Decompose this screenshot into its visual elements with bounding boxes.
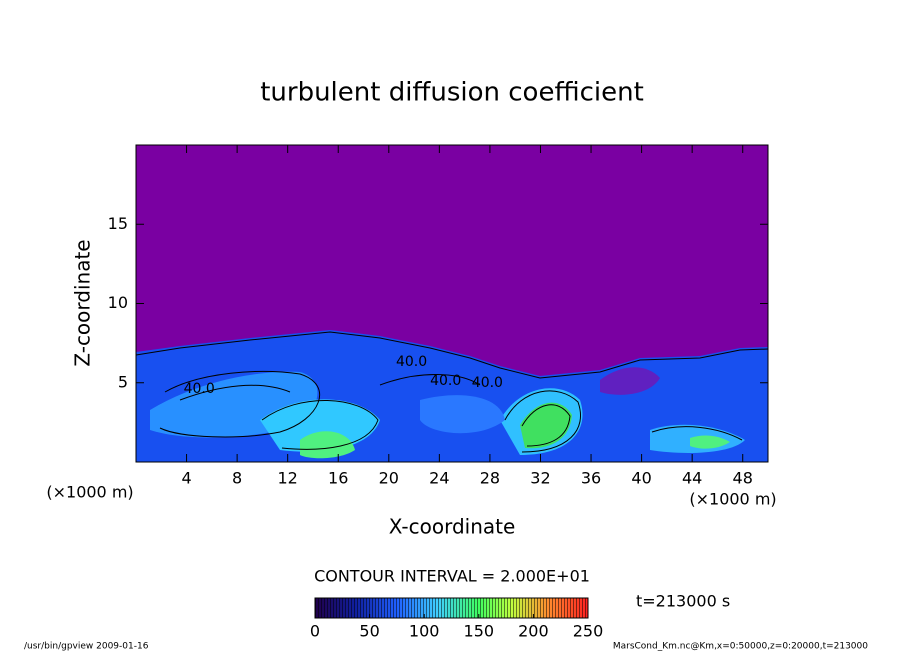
- x-tick-label: 44: [682, 469, 702, 488]
- x-tick-label: 4: [181, 469, 191, 488]
- y-tick-label: 5: [118, 372, 128, 391]
- x-tick-label: 12: [278, 469, 298, 488]
- y-tick-label: 10: [108, 293, 128, 312]
- y-unit: (×1000 m): [46, 483, 133, 502]
- contour-label: 40.0: [430, 373, 461, 389]
- colorbar-tick-label: 0: [310, 622, 320, 641]
- y-tick-label: 15: [108, 214, 128, 233]
- footer-left: /usr/bin/gpview 2009-01-16: [24, 642, 149, 652]
- colorbar-stripes: [315, 598, 588, 618]
- footer-right: MarsCond_Km.nc@Km,x=0:50000,z=0:20000,t=…: [613, 642, 868, 652]
- x-tick-label: 48: [733, 469, 753, 488]
- x-tick-label: 20: [379, 469, 399, 488]
- field-shading: [136, 145, 768, 462]
- colorbar-tick-label: 250: [573, 622, 604, 641]
- contour-label: 40.0: [396, 354, 427, 370]
- contour-label: 40.0: [184, 381, 215, 397]
- x-tick-label: 28: [480, 469, 500, 488]
- y-axis-label: Z-coordinate: [71, 239, 95, 366]
- x-tick-label: 24: [429, 469, 449, 488]
- contour-interval: CONTOUR INTERVAL = 2.000E+01: [314, 567, 590, 586]
- chart-title: turbulent diffusion coefficient: [260, 78, 644, 108]
- colorbar-tick-label: 150: [464, 622, 495, 641]
- x-axis-label: X-coordinate: [389, 515, 516, 539]
- x-tick-label: 36: [581, 469, 601, 488]
- colorbar-tick-label: 200: [518, 622, 549, 641]
- colorbar-tick-label: 100: [409, 622, 440, 641]
- time-label: t=213000 s: [636, 592, 730, 611]
- x-tick-label: 8: [232, 469, 242, 488]
- contour-label: 40.0: [472, 375, 503, 391]
- x-tick-label: 32: [530, 469, 550, 488]
- x-tick-label: 40: [631, 469, 651, 488]
- colorbar-tick-label: 50: [359, 622, 379, 641]
- x-tick-label: 16: [328, 469, 348, 488]
- x-unit: (×1000 m): [689, 490, 776, 509]
